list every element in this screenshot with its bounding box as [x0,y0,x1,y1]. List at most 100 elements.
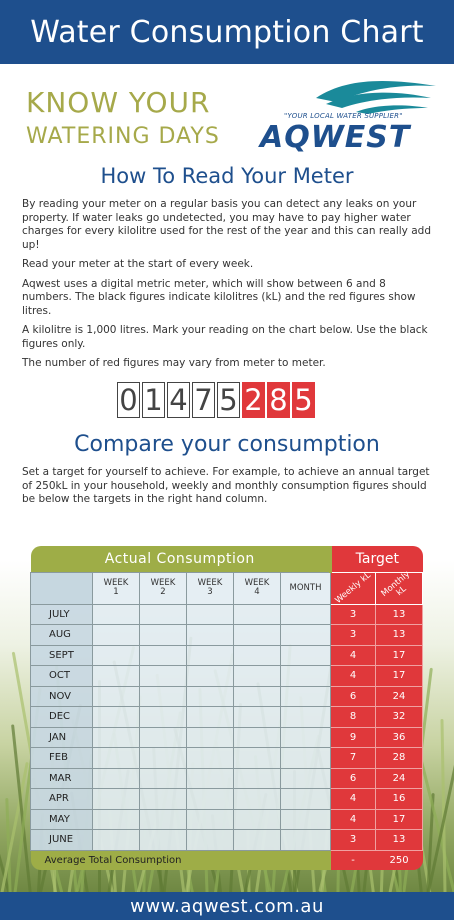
entry-cell[interactable] [279,665,332,687]
average-label: Average Total Consumption [30,850,331,870]
entry-cell[interactable] [186,808,234,830]
target-weekly-cell: 6 [330,685,377,707]
logo-tagline: "YOUR LOCAL WATER SUPPLIER" [284,112,403,120]
entry-cell[interactable] [186,767,234,789]
month-cell: MAY [30,808,93,830]
paragraph: Set a target for yourself to achieve. Fo… [22,466,430,505]
entry-cell[interactable] [186,706,234,728]
column-header-month: MONTH [279,571,332,605]
entry-cell[interactable] [279,706,332,728]
target-weekly-cell: 4 [330,665,377,687]
entry-cell[interactable] [186,788,234,810]
entry-cell[interactable] [92,644,140,666]
entry-cell[interactable] [139,685,187,707]
entry-cell[interactable] [279,767,332,789]
entry-cell[interactable] [139,624,187,646]
entry-cell[interactable] [186,644,234,666]
entry-cell[interactable] [233,747,281,769]
entry-cell[interactable] [139,644,187,666]
table-row: MAY 4 17 [30,808,424,830]
header-bar: Water Consumption Chart [0,0,454,64]
month-cell: MAR [30,767,93,789]
entry-cell[interactable] [186,603,234,625]
entry-cell[interactable] [139,665,187,687]
target-monthly-cell: 32 [375,706,424,728]
entry-cell[interactable] [186,747,234,769]
target-monthly-cell: 24 [375,685,424,707]
target-monthly-cell: 17 [375,644,424,666]
entry-cell[interactable] [139,747,187,769]
entry-cell[interactable] [279,808,332,830]
entry-cell[interactable] [92,685,140,707]
target-weekly-cell: 8 [330,706,377,728]
entry-cell[interactable] [233,624,281,646]
meter-digit-kl: 5 [217,382,240,418]
table-row: FEB 7 28 [30,747,424,769]
logo-brand: AQWEST [260,120,411,155]
aqwest-logo: "YOUR LOCAL WATER SUPPLIER" AQWEST [256,76,436,156]
entry-cell[interactable] [92,829,140,851]
entry-cell[interactable] [139,706,187,728]
entry-cell[interactable] [279,624,332,646]
entry-cell[interactable] [233,726,281,748]
entry-cell[interactable] [92,624,140,646]
entry-cell[interactable] [279,726,332,748]
target-monthly-cell: 24 [375,767,424,789]
entry-cell[interactable] [186,726,234,748]
entry-cell[interactable] [233,788,281,810]
compare-text: Set a target for yourself to achieve. Fo… [22,466,436,513]
entry-cell[interactable] [92,603,140,625]
entry-cell[interactable] [92,808,140,830]
meter-digit-kl: 1 [142,382,165,418]
target-weekly-cell: 4 [330,788,377,810]
entry-cell[interactable] [92,767,140,789]
entry-cell[interactable] [233,665,281,687]
month-cell: AUG [30,624,93,646]
column-header-week4: WEEK 4 [233,571,281,605]
table-row: MAR 6 24 [30,767,424,789]
headline-line1: KNOW YOUR [26,86,211,119]
entry-cell[interactable] [92,747,140,769]
meter-digit-kl: 4 [167,382,190,418]
meter-display: 0 1 4 7 5 2 8 5 [117,382,315,418]
entry-cell[interactable] [233,829,281,851]
compare-title: Compare your consumption [74,432,380,457]
entry-cell[interactable] [139,788,187,810]
entry-cell[interactable] [233,685,281,707]
entry-cell[interactable] [233,706,281,728]
column-header-monthly-kl: Monthly kL [375,569,424,605]
entry-cell[interactable] [139,808,187,830]
entry-cell[interactable] [233,767,281,789]
meter-digit-litres: 5 [292,382,315,418]
table-row: AUG 3 13 [30,624,424,646]
entry-cell[interactable] [92,726,140,748]
entry-cell[interactable] [279,747,332,769]
website-link[interactable]: www.aqwest.com.au [130,895,324,917]
entry-cell[interactable] [92,706,140,728]
entry-cell[interactable] [279,603,332,625]
month-cell: JUNE [30,829,93,851]
entry-cell[interactable] [186,829,234,851]
entry-cell[interactable] [92,665,140,687]
entry-cell[interactable] [186,685,234,707]
entry-cell[interactable] [186,624,234,646]
entry-cell[interactable] [279,685,332,707]
headline-line2: WATERING DAYS [26,124,220,149]
entry-cell[interactable] [279,829,332,851]
meter-digit-kl: 0 [117,382,140,418]
entry-cell[interactable] [279,644,332,666]
entry-cell[interactable] [233,644,281,666]
target-weekly-cell: 6 [330,767,377,789]
table-row: SEPT 4 17 [30,644,424,666]
entry-cell[interactable] [139,767,187,789]
entry-cell[interactable] [139,726,187,748]
entry-cell[interactable] [92,788,140,810]
entry-cell[interactable] [186,665,234,687]
entry-cell[interactable] [139,603,187,625]
entry-cell[interactable] [233,808,281,830]
entry-cell[interactable] [139,829,187,851]
entry-cell[interactable] [233,603,281,625]
entry-cell[interactable] [279,788,332,810]
target-weekly-cell: 9 [330,726,377,748]
table-row: DEC 8 32 [30,706,424,728]
